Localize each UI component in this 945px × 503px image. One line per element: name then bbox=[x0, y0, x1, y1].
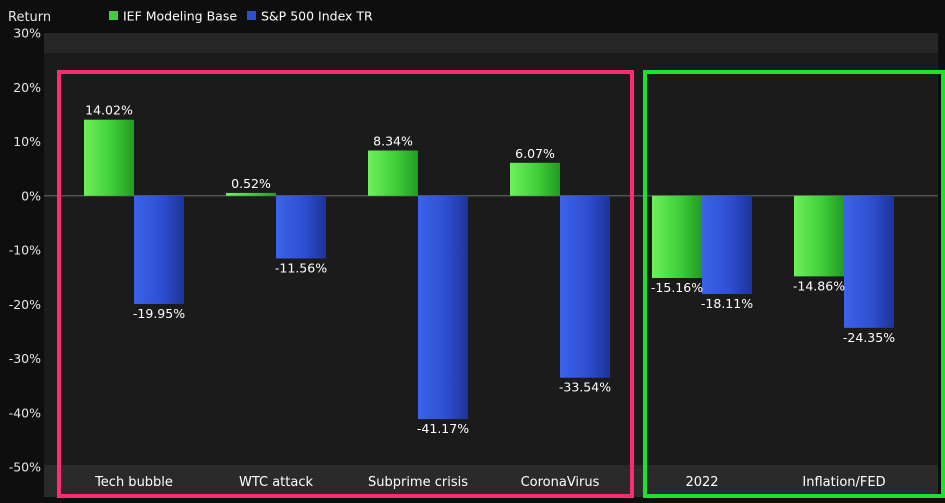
data-label: -33.54% bbox=[559, 380, 611, 395]
bar bbox=[794, 195, 844, 277]
x-tick-label: CoronaVirus bbox=[521, 475, 600, 490]
bar bbox=[226, 192, 276, 196]
x-tick-label: Subprime crisis bbox=[368, 475, 468, 490]
y-tick-label: 10% bbox=[13, 134, 41, 149]
bar bbox=[368, 150, 418, 196]
legend-swatch bbox=[109, 11, 118, 20]
data-label: 8.34% bbox=[373, 134, 413, 149]
data-label: -24.35% bbox=[843, 330, 895, 345]
bar bbox=[844, 195, 894, 328]
data-label: -15.16% bbox=[651, 280, 703, 295]
bar bbox=[134, 195, 184, 304]
data-label: -19.95% bbox=[133, 306, 185, 321]
x-tick-label: Inflation/FED bbox=[802, 475, 885, 490]
y-axis-label: Return bbox=[8, 10, 51, 25]
bar bbox=[84, 119, 134, 196]
x-tick-label: 2022 bbox=[685, 475, 718, 490]
y-tick-label: 20% bbox=[13, 80, 41, 95]
bar bbox=[510, 162, 560, 196]
y-tick-label: -50% bbox=[9, 460, 41, 475]
data-label: -14.86% bbox=[793, 278, 845, 293]
bar bbox=[276, 195, 326, 259]
plot-top-band bbox=[44, 33, 938, 53]
x-tick-label: WTC attack bbox=[239, 475, 314, 490]
legend-entry[interactable]: S&P 500 Index TR bbox=[261, 9, 373, 24]
data-label: -41.17% bbox=[417, 421, 469, 436]
bar bbox=[702, 195, 752, 294]
y-tick-label: -30% bbox=[9, 351, 41, 366]
x-tick-label: Tech bubble bbox=[94, 475, 173, 490]
y-tick-label: -20% bbox=[9, 297, 41, 312]
bar bbox=[418, 195, 468, 420]
data-label: 14.02% bbox=[85, 103, 133, 118]
y-tick-label: -10% bbox=[9, 243, 41, 258]
y-tick-label: -40% bbox=[9, 405, 41, 420]
y-tick-label: 30% bbox=[13, 26, 41, 41]
data-label: 0.52% bbox=[231, 176, 271, 191]
legend-swatch bbox=[247, 11, 256, 20]
data-label: -11.56% bbox=[275, 260, 327, 275]
y-tick-label: 0% bbox=[21, 188, 41, 203]
plot-area bbox=[44, 33, 938, 467]
pink-group-box bbox=[57, 70, 634, 498]
bar bbox=[560, 195, 610, 378]
green-group-box bbox=[643, 70, 945, 498]
category-band bbox=[44, 465, 938, 497]
bar bbox=[652, 195, 702, 278]
legend-entry[interactable]: IEF Modeling Base bbox=[123, 9, 237, 24]
data-label: 6.07% bbox=[515, 146, 555, 161]
data-label: -18.11% bbox=[701, 296, 753, 311]
